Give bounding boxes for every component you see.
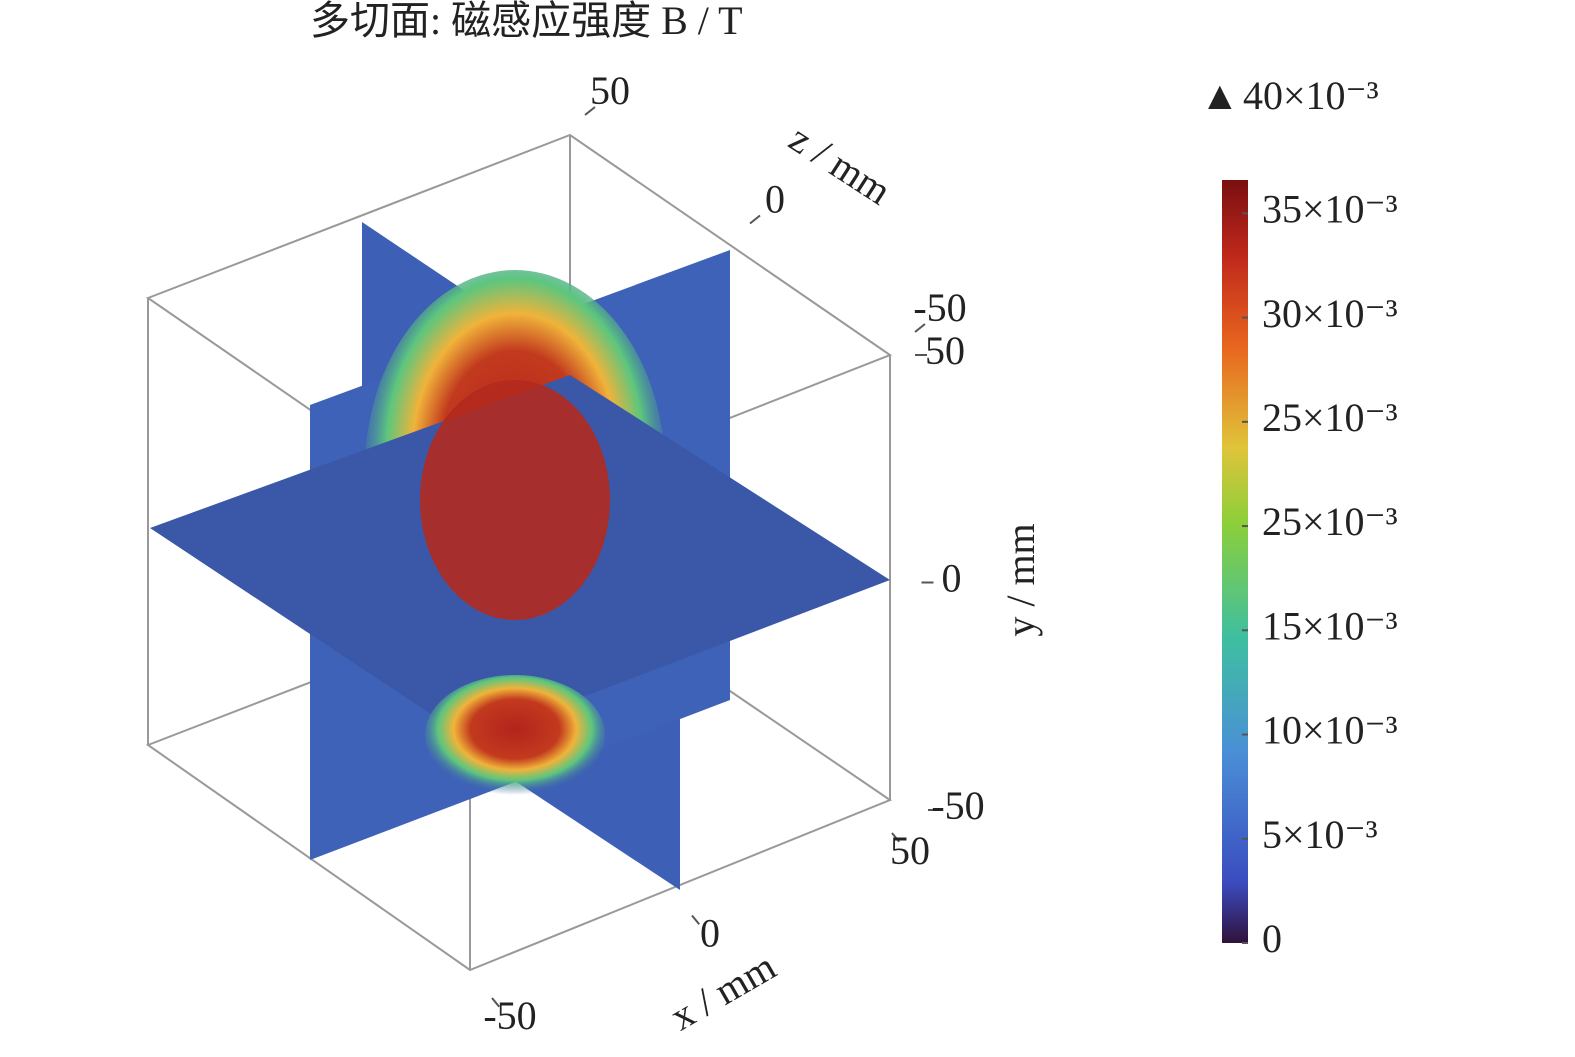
colorbar-tick-label: 35×10⁻³ [1262,187,1398,232]
y-tick-label: -50 [931,783,984,828]
max-label: 40×10⁻³ [1243,73,1379,118]
magnet [420,380,610,620]
field-lower [425,675,605,795]
z-tick-label: 0 [765,177,785,222]
slices [150,222,890,890]
x-tick-label: 50 [890,828,930,873]
y-tick-label: 0 [942,556,962,601]
max-marker: ▲ [1200,73,1240,118]
z-axis-label: z / mm [782,115,900,213]
x-tick-label: 0 [700,911,720,956]
colorbar-tick-label: 30×10⁻³ [1262,291,1398,336]
axis-tick [749,214,761,225]
colorbar-tick-label: 10×10⁻³ [1262,708,1398,753]
y-axis-label: y / mm [998,523,1043,636]
colorbar-tick-label: 15×10⁻³ [1262,603,1398,648]
axis-tick [914,323,926,333]
axis-tick [584,106,596,116]
colorbar-tick-label: 5×10⁻³ [1262,812,1378,857]
axis-tick [491,997,500,1008]
z-tick-label: 50 [590,68,630,113]
axis-tick [691,914,700,925]
colorbar [1222,180,1248,943]
axis-tick [891,832,900,843]
colorbar-tick-label: 0 [1262,916,1282,961]
chart-title: 多切面: 磁感应强度 B / T [310,0,743,43]
z-tick-label: -50 [913,285,966,330]
y-tick-label: 50 [925,328,965,373]
colorbar-tick-label: 25×10⁻³ [1262,499,1398,544]
x-axis-label: x / mm [663,943,784,1039]
x-tick-label: -50 [483,993,536,1038]
colorbar-tick-label: 25×10⁻³ [1262,395,1398,440]
